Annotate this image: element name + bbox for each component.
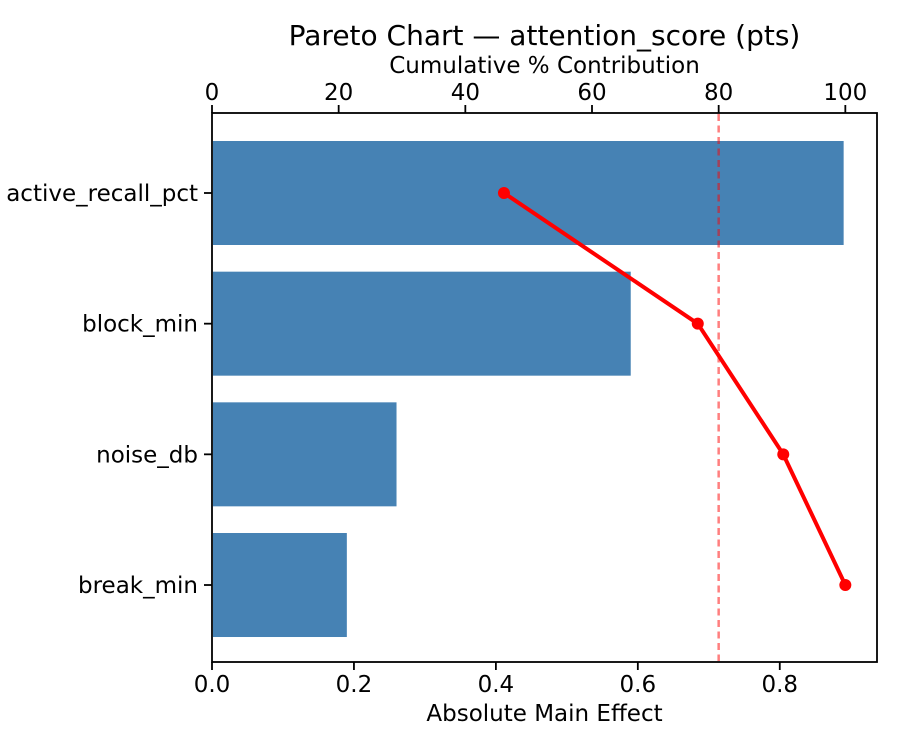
cumulative-point: [777, 448, 790, 461]
cumulative-point: [691, 317, 704, 330]
bottom-tick-label: 0.2: [336, 672, 373, 698]
cumulative-line: [501, 191, 848, 588]
bar-block_min: [213, 271, 631, 376]
bar-active_recall_pct: [213, 141, 844, 245]
top-tick-label: 60: [577, 80, 606, 106]
bar-noise_db: [213, 402, 397, 507]
top-axis-label: Cumulative % Contribution: [389, 53, 700, 79]
plot-frame: [211, 112, 878, 663]
category-label: block_min: [82, 312, 198, 338]
bar-break_min: [213, 533, 347, 638]
category-label: noise_db: [96, 442, 198, 468]
chart-title: Pareto Chart — attention_score (pts): [288, 19, 801, 52]
bottom-tick-label: 0.6: [620, 672, 657, 698]
category-label: break_min: [78, 573, 198, 599]
cumulative-point: [839, 579, 852, 592]
bottom-tick-label: 0.0: [194, 672, 231, 698]
bottom-axis-label: Absolute Main Effect: [426, 701, 663, 727]
category-label: active_recall_pct: [6, 181, 198, 207]
top-tick-label: 40: [451, 80, 480, 106]
top-tick-label: 80: [704, 80, 733, 106]
top-tick-label: 100: [823, 80, 867, 106]
cumulative-point: [497, 187, 510, 199]
bottom-tick-label: 0.8: [761, 672, 798, 698]
top-tick-label: 0: [205, 80, 220, 106]
top-tick-label: 20: [324, 80, 353, 106]
bottom-tick-label: 0.4: [478, 672, 515, 698]
